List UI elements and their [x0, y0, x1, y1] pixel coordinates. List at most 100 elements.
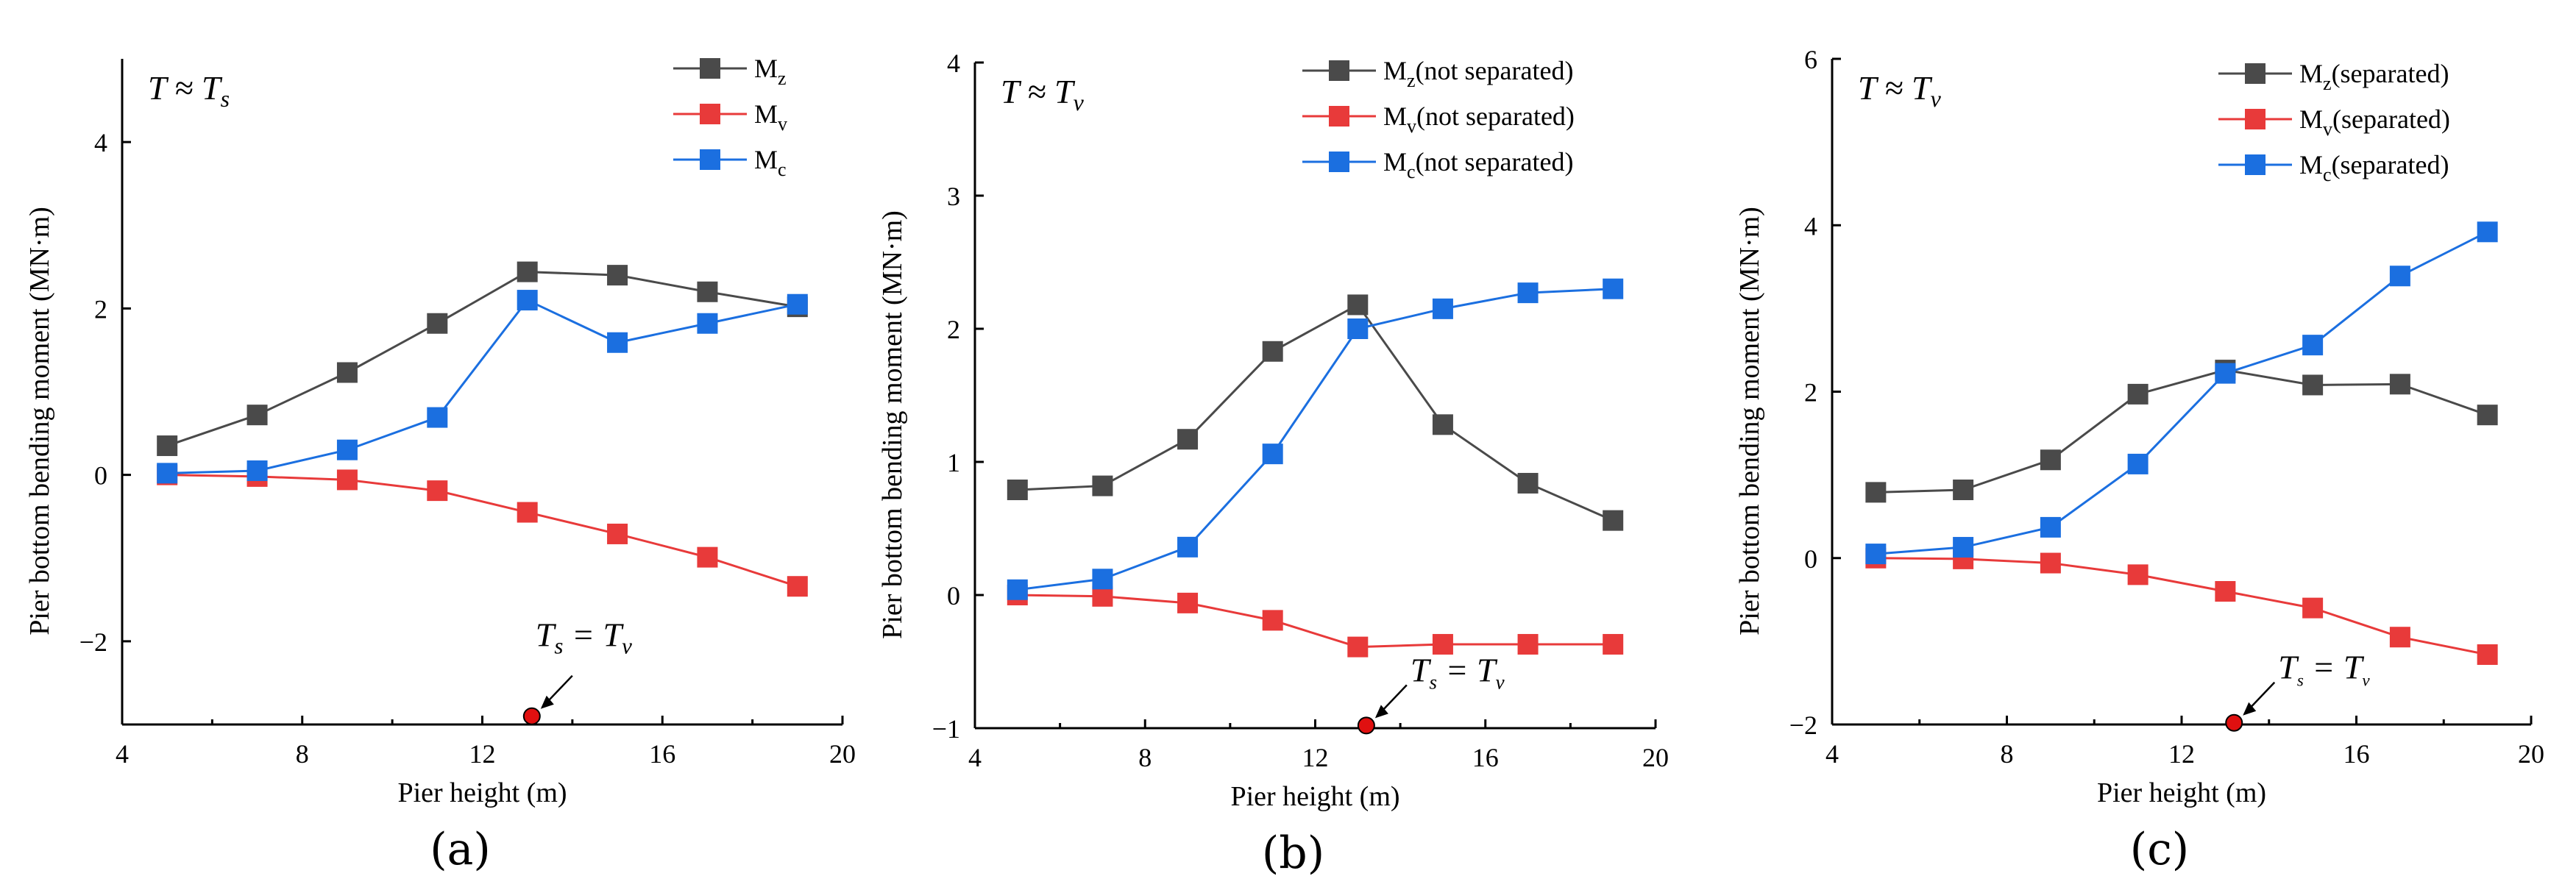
- data-point: [157, 463, 178, 484]
- series-line: [1876, 557, 2488, 656]
- y-tick-label: 3: [947, 182, 960, 211]
- legend-swatch-marker: [1329, 106, 1349, 127]
- y-tick-label: 6: [1804, 45, 1817, 74]
- data-point: [336, 439, 358, 460]
- data-point: [2302, 374, 2324, 396]
- legend-label: Mv: [754, 99, 787, 135]
- legend-label: Mc(separated): [2299, 150, 2449, 185]
- panel-label: (c): [2130, 824, 2189, 875]
- series-line: [167, 474, 798, 588]
- data-point: [1517, 282, 1539, 304]
- series-line: [166, 271, 798, 447]
- data-point: [1347, 294, 1369, 316]
- y-tick-label: 0: [1804, 544, 1817, 574]
- data-point: [1177, 429, 1199, 450]
- y-axis-title: Pier bottom bending moment (MN·m): [24, 207, 55, 635]
- data-point: [1262, 610, 1283, 631]
- data-point: [1603, 633, 1624, 655]
- data-point: [1092, 569, 1113, 590]
- y-tick-label: −1: [932, 714, 960, 744]
- legend-label: Mv(not separated): [1383, 102, 1575, 137]
- data-point: [1432, 298, 1453, 319]
- y-tick-label: 2: [947, 315, 960, 344]
- data-point: [607, 332, 628, 353]
- data-point: [2389, 266, 2410, 287]
- data-point: [427, 480, 448, 502]
- data-point: [336, 362, 358, 383]
- data-point: [1347, 636, 1369, 658]
- data-point: [2477, 405, 2498, 426]
- x-tick-label: 8: [2001, 739, 2014, 769]
- legend-label: Mv(separated): [2299, 104, 2450, 140]
- data-point: [1953, 537, 1974, 558]
- x-tick-label: 8: [296, 739, 309, 769]
- data-point: [2127, 453, 2149, 474]
- data-point: [697, 313, 718, 334]
- x-axis-title: Pier height (m): [2097, 777, 2266, 808]
- data-point: [1865, 482, 1887, 503]
- legend-label: Mc: [754, 145, 787, 180]
- legend-label: Mz(not separated): [1383, 56, 1573, 91]
- data-point: [1177, 536, 1199, 558]
- data-point: [697, 546, 718, 568]
- panel-label: (b): [1262, 827, 1324, 876]
- data-point: [1517, 633, 1539, 655]
- data-point: [2215, 363, 2236, 384]
- y-tick-label: 4: [947, 49, 960, 78]
- data-point: [607, 523, 628, 544]
- series-line: [167, 299, 798, 474]
- crossover-point-marker: [2225, 713, 2243, 732]
- chart-panel-a: 4 8 12 16 20 −2 0 2 4 Pier height (m) Pier bottom …: [24, 54, 856, 875]
- x-tick-label: 4: [1825, 739, 1839, 769]
- legend-swatch-marker: [700, 149, 720, 170]
- y-tick-label: 2: [1804, 378, 1817, 407]
- data-point: [787, 293, 808, 315]
- data-point: [2215, 581, 2236, 602]
- data-point: [1262, 341, 1283, 362]
- data-point: [1092, 585, 1113, 607]
- panel-label: (a): [430, 824, 491, 875]
- y-tick-label: −2: [79, 627, 107, 657]
- data-point: [697, 281, 718, 302]
- series-line: [1876, 230, 2488, 555]
- crossover-point-marker: [522, 707, 541, 725]
- data-point: [1865, 544, 1887, 565]
- data-point: [2127, 383, 2149, 405]
- annotation-arrowhead: [1374, 705, 1388, 719]
- condition-annotation: T ≈ Tv: [1001, 73, 1085, 115]
- data-point: [1432, 414, 1453, 435]
- data-point: [2302, 335, 2324, 356]
- series-line: [1017, 303, 1614, 522]
- y-tick-label: 2: [94, 294, 107, 324]
- data-point: [1007, 579, 1028, 600]
- data-point: [2127, 564, 2149, 585]
- data-point: [2040, 449, 2061, 471]
- data-point: [246, 460, 268, 481]
- chart-panel-c: 4 8 12 16 20 −2 0 2 4 6 Pier height (m) Pier bottom…: [1734, 45, 2544, 875]
- legend-label: Mc(not separated): [1383, 147, 1573, 182]
- data-point: [1432, 633, 1453, 655]
- point-annotation-label: Ts = Tv: [1411, 651, 1505, 693]
- x-tick-label: 20: [829, 739, 856, 769]
- data-point: [1603, 278, 1624, 299]
- annotation-arrowhead: [540, 695, 554, 709]
- data-point: [427, 407, 448, 428]
- y-axis-title: Pier bottom bending moment (MN·m): [877, 210, 908, 639]
- data-point: [1092, 475, 1113, 496]
- data-point: [1347, 318, 1369, 339]
- data-point: [2389, 374, 2410, 395]
- x-tick-label: 20: [2518, 739, 2544, 769]
- x-tick-label: 12: [469, 739, 496, 769]
- data-point: [787, 576, 808, 597]
- point-annotation-label: Ts = Tv: [536, 616, 632, 659]
- data-point: [2389, 627, 2410, 648]
- y-tick-label: 0: [94, 461, 107, 491]
- crossover-point-marker: [1357, 716, 1375, 735]
- x-tick-label: 16: [2343, 739, 2370, 769]
- data-point: [517, 261, 538, 282]
- x-tick-label: 12: [1302, 743, 1329, 772]
- y-axis-title: Pier bottom bending moment (MN·m): [1734, 207, 1765, 635]
- legend-swatch-marker: [2245, 154, 2265, 175]
- condition-annotation: T ≈ Tv: [1858, 69, 1942, 112]
